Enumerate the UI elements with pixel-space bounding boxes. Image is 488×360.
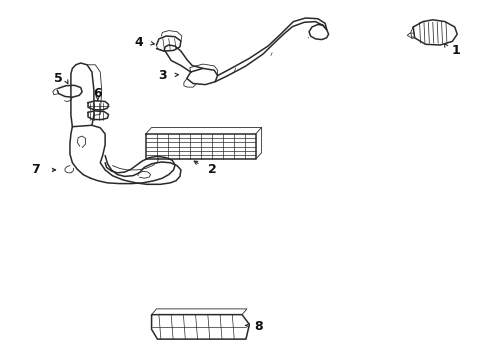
Text: 7: 7 — [31, 163, 40, 176]
Text: 1: 1 — [450, 44, 459, 57]
Text: 4: 4 — [134, 36, 143, 49]
Text: 3: 3 — [158, 69, 167, 82]
Text: 2: 2 — [207, 163, 216, 176]
Text: 8: 8 — [254, 320, 263, 333]
Text: 6: 6 — [93, 87, 102, 100]
Text: 5: 5 — [54, 72, 63, 85]
